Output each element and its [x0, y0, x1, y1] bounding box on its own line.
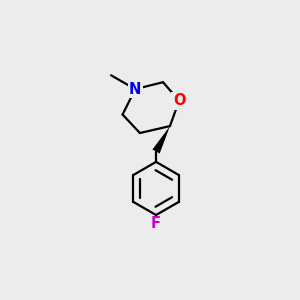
Text: N: N — [129, 82, 142, 97]
Polygon shape — [152, 126, 170, 154]
Text: F: F — [151, 216, 161, 231]
Text: O: O — [173, 93, 185, 108]
